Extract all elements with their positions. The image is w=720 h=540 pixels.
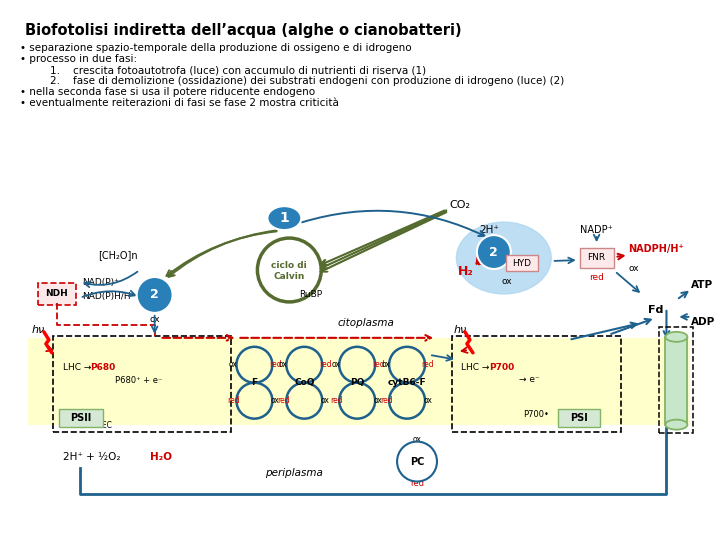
Bar <box>665 337 688 424</box>
FancyBboxPatch shape <box>59 409 103 427</box>
Text: • separazione spazio-temporale della produzione di ossigeno e di idrogeno: • separazione spazio-temporale della pro… <box>20 43 412 52</box>
Text: ox: ox <box>321 396 330 405</box>
Text: red: red <box>330 396 343 405</box>
FancyBboxPatch shape <box>580 248 613 268</box>
Text: ox: ox <box>629 264 639 273</box>
Text: ATP: ATP <box>691 280 714 290</box>
Text: Fd: Fd <box>648 305 663 315</box>
Text: 2H⁺: 2H⁺ <box>479 225 499 235</box>
Circle shape <box>477 235 510 269</box>
Text: 2: 2 <box>490 246 498 259</box>
Ellipse shape <box>665 420 688 430</box>
Text: LHC →: LHC → <box>461 363 490 372</box>
Text: cytB6-F: cytB6-F <box>388 378 426 387</box>
Text: • processo in due fasi:: • processo in due fasi: <box>20 55 137 64</box>
Text: P700: P700 <box>489 363 514 372</box>
Text: red: red <box>269 360 282 369</box>
Text: ox: ox <box>413 435 421 444</box>
Text: ox: ox <box>502 278 512 287</box>
Text: H₂O: H₂O <box>150 451 171 462</box>
FancyBboxPatch shape <box>38 283 76 305</box>
Text: PSI: PSI <box>570 413 588 423</box>
Text: ox: ox <box>332 360 341 369</box>
Text: Biofotolisi indiretta dell’acqua (alghe o cianobatteri): Biofotolisi indiretta dell’acqua (alghe … <box>25 23 462 38</box>
Ellipse shape <box>665 332 688 342</box>
Text: NADP⁺: NADP⁺ <box>580 225 613 235</box>
Text: → e⁻: → e⁻ <box>519 375 539 384</box>
Text: HYD: HYD <box>513 259 531 267</box>
Text: 2: 2 <box>150 288 159 301</box>
Text: Calvin: Calvin <box>274 273 305 281</box>
Text: NDH: NDH <box>45 289 68 299</box>
Text: ox: ox <box>423 396 433 405</box>
Text: 2H⁺ + ½O₂: 2H⁺ + ½O₂ <box>63 451 120 462</box>
Text: NADPH/H⁺: NADPH/H⁺ <box>629 244 684 254</box>
Text: FNR: FNR <box>588 253 606 261</box>
Text: ox: ox <box>382 360 390 369</box>
Text: F: F <box>251 378 258 387</box>
Text: red: red <box>372 360 384 369</box>
Text: ox: ox <box>374 396 382 405</box>
Text: 1: 1 <box>279 211 289 225</box>
Text: NAD(P)H/H⁺: NAD(P)H/H⁺ <box>82 293 135 301</box>
Text: PC: PC <box>410 456 424 467</box>
Text: P680⁺ + e⁻: P680⁺ + e⁻ <box>114 376 162 385</box>
Ellipse shape <box>267 206 301 230</box>
Text: ox: ox <box>279 360 288 369</box>
Circle shape <box>137 277 173 313</box>
Text: red: red <box>277 396 289 405</box>
Text: 1.    crescita fotoautotrofa (luce) con accumulo di nutrienti di riserva (1): 1. crescita fotoautotrofa (luce) con acc… <box>50 65 426 76</box>
Text: citoplasma: citoplasma <box>337 318 394 328</box>
Text: ciclo di: ciclo di <box>271 260 307 269</box>
Text: CoQ: CoQ <box>294 378 315 387</box>
Text: PQ: PQ <box>350 378 364 387</box>
Text: ox: ox <box>229 360 238 369</box>
Text: red: red <box>410 479 424 488</box>
FancyBboxPatch shape <box>506 255 538 271</box>
Text: PSII: PSII <box>70 413 91 423</box>
Text: red: red <box>422 360 434 369</box>
Text: • eventualmente reiterazioni di fasi se fase 2 mostra criticità: • eventualmente reiterazioni di fasi se … <box>20 98 339 109</box>
Text: ox: ox <box>271 396 280 405</box>
Text: red: red <box>589 273 604 282</box>
Text: ox: ox <box>149 315 160 325</box>
Text: OEC: OEC <box>96 421 113 430</box>
Text: periplasma: periplasma <box>266 468 323 477</box>
Text: [CH₂O]n: [CH₂O]n <box>98 250 138 260</box>
Text: NAD(P)⁺: NAD(P)⁺ <box>82 279 119 287</box>
Text: 2.    fase di demolizione (ossidazione) dei substrati endogeni con produzione di: 2. fase di demolizione (ossidazione) dei… <box>50 77 564 86</box>
Text: ADP: ADP <box>691 317 716 327</box>
Text: CO₂: CO₂ <box>449 200 470 210</box>
Text: hν: hν <box>454 325 467 335</box>
Text: • nella seconda fase si usa il potere riducente endogeno: • nella seconda fase si usa il potere ri… <box>20 87 315 97</box>
Text: red: red <box>379 396 392 405</box>
Text: P680: P680 <box>90 363 115 372</box>
Text: H₂: H₂ <box>458 266 474 279</box>
Circle shape <box>397 442 437 482</box>
Text: red: red <box>319 360 332 369</box>
FancyBboxPatch shape <box>558 409 600 427</box>
Text: LHC →: LHC → <box>63 363 91 372</box>
Bar <box>28 338 690 424</box>
Ellipse shape <box>456 222 552 294</box>
Text: hν: hν <box>32 325 45 335</box>
Text: red: red <box>227 396 240 405</box>
Text: RuBP: RuBP <box>300 291 323 300</box>
Text: P700•: P700• <box>523 410 549 419</box>
